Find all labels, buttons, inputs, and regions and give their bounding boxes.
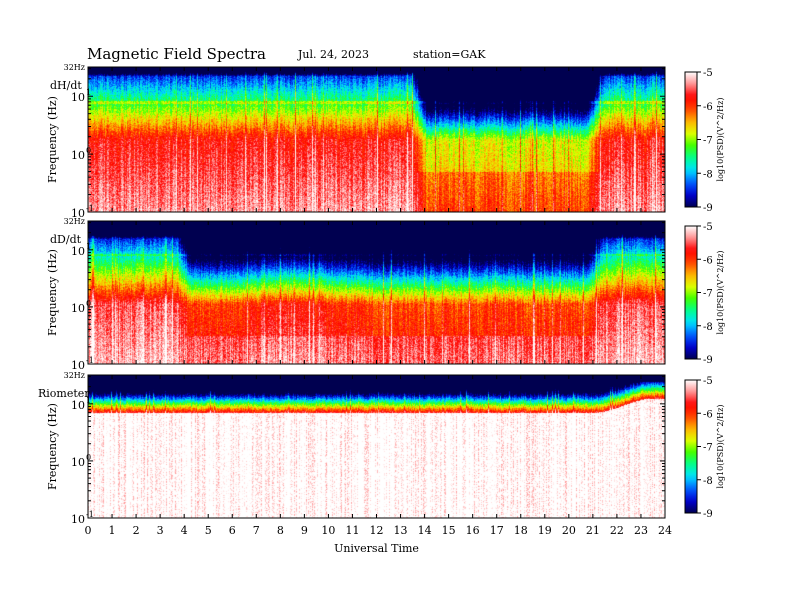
x-tick-label: 1 bbox=[109, 524, 116, 537]
x-tick-label: 10 bbox=[321, 524, 335, 537]
x-tick-label: 5 bbox=[205, 524, 212, 537]
y-tick-exponent: 0 bbox=[86, 299, 91, 308]
y-tick-exponent: 0 bbox=[86, 146, 91, 155]
x-tick-label: 17 bbox=[490, 524, 504, 537]
y-tick-label: 10 bbox=[71, 456, 85, 469]
colorbar-tick-label: -6 bbox=[703, 102, 713, 113]
x-tick-label: 7 bbox=[253, 524, 260, 537]
spectrogram-heatmap bbox=[88, 221, 665, 364]
x-tick-label: 3 bbox=[157, 524, 164, 537]
x-tick-label: 19 bbox=[538, 524, 552, 537]
y-tick-label: 10 bbox=[71, 399, 85, 412]
y-tick-label: 10 bbox=[71, 302, 85, 315]
x-tick-label: 23 bbox=[634, 524, 648, 537]
x-axis-label: Universal Time bbox=[334, 542, 419, 555]
colorbar-label: log10(PSD)(V^2/Hz) bbox=[716, 251, 725, 335]
y-tick-label: 10 bbox=[71, 91, 85, 104]
x-tick-label: 15 bbox=[442, 524, 456, 537]
colorbar bbox=[684, 225, 698, 360]
y-tick-exponent: 1 bbox=[86, 242, 91, 251]
x-tick-label: 8 bbox=[277, 524, 284, 537]
x-tick-label: 18 bbox=[514, 524, 528, 537]
y-tick-label: 32Hz bbox=[64, 63, 85, 72]
y-tick-exponent: 1 bbox=[86, 88, 91, 97]
y-tick-label: 10 bbox=[71, 245, 85, 258]
colorbar-tick-label: -6 bbox=[703, 255, 713, 266]
colorbar-tick-label: -5 bbox=[703, 68, 713, 79]
x-tick-label: 2 bbox=[133, 524, 140, 537]
panel-label: Riometer bbox=[38, 387, 90, 400]
colorbar-tick-label: -7 bbox=[703, 136, 713, 147]
y-axis-label: Frequency (Hz) bbox=[46, 96, 59, 183]
colorbar-tick-label: -8 bbox=[703, 322, 713, 333]
x-tick-label: 20 bbox=[562, 524, 576, 537]
x-tick-label: 22 bbox=[610, 524, 624, 537]
x-tick-label: 0 bbox=[85, 524, 92, 537]
date-label: Jul. 24, 2023 bbox=[297, 48, 369, 61]
y-tick-label: 32Hz bbox=[64, 371, 85, 380]
y-tick-exponent: -1 bbox=[86, 510, 94, 519]
x-tick-label: 11 bbox=[345, 524, 359, 537]
x-tick-label: 14 bbox=[418, 524, 432, 537]
panel-label: dH/dt bbox=[50, 79, 82, 92]
x-tick-label: 6 bbox=[229, 524, 236, 537]
y-tick-exponent: -1 bbox=[86, 204, 94, 213]
y-tick-label: 32Hz bbox=[64, 217, 85, 226]
x-tick-label: 24 bbox=[658, 524, 672, 537]
colorbar-tick-label: -9 bbox=[703, 203, 713, 214]
colorbar-tick-label: -9 bbox=[703, 509, 713, 520]
y-tick-label: 10 bbox=[71, 149, 85, 162]
colorbar-tick-label: -9 bbox=[703, 355, 713, 366]
figure-title: Magnetic Field Spectra bbox=[87, 45, 266, 63]
x-tick-label: 16 bbox=[466, 524, 480, 537]
spectrogram-heatmap bbox=[88, 67, 665, 212]
colorbar bbox=[684, 71, 698, 208]
y-axis-label: Frequency (Hz) bbox=[46, 403, 59, 490]
x-tick-label: 21 bbox=[586, 524, 600, 537]
x-tick-label: 12 bbox=[370, 524, 384, 537]
panel-label: dD/dt bbox=[50, 233, 82, 246]
y-tick-exponent: 0 bbox=[86, 453, 91, 462]
y-axis-label: Frequency (Hz) bbox=[46, 249, 59, 336]
x-tick-label: 9 bbox=[301, 524, 308, 537]
y-tick-exponent: 1 bbox=[86, 396, 91, 405]
x-tick-label: 4 bbox=[181, 524, 188, 537]
y-tick-label: 10 bbox=[71, 359, 85, 372]
colorbar-label: log10(PSD)(V^2/Hz) bbox=[716, 98, 725, 182]
colorbar-tick-label: -7 bbox=[703, 289, 713, 300]
y-tick-label: 10 bbox=[71, 207, 85, 220]
colorbar-tick-label: -7 bbox=[703, 443, 713, 454]
colorbar-tick-label: -8 bbox=[703, 476, 713, 487]
colorbar bbox=[684, 379, 698, 514]
x-tick-label: 13 bbox=[394, 524, 408, 537]
spectrogram-heatmap bbox=[88, 375, 665, 518]
colorbar-tick-label: -8 bbox=[703, 169, 713, 180]
colorbar-tick-label: -5 bbox=[703, 376, 713, 387]
colorbar-tick-label: -5 bbox=[703, 222, 713, 233]
station-label: station=GAK bbox=[413, 48, 486, 61]
y-tick-exponent: -1 bbox=[86, 356, 94, 365]
y-tick-label: 10 bbox=[71, 513, 85, 526]
colorbar-label: log10(PSD)(V^2/Hz) bbox=[716, 405, 725, 489]
colorbar-tick-label: -6 bbox=[703, 409, 713, 420]
